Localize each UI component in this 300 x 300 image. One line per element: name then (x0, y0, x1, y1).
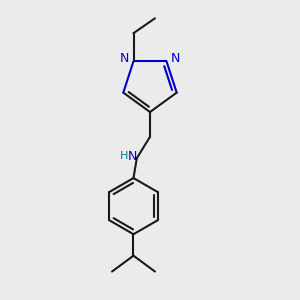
Text: N: N (171, 52, 180, 65)
Text: H: H (119, 151, 128, 160)
Text: N: N (120, 52, 129, 65)
Text: N: N (128, 150, 137, 163)
